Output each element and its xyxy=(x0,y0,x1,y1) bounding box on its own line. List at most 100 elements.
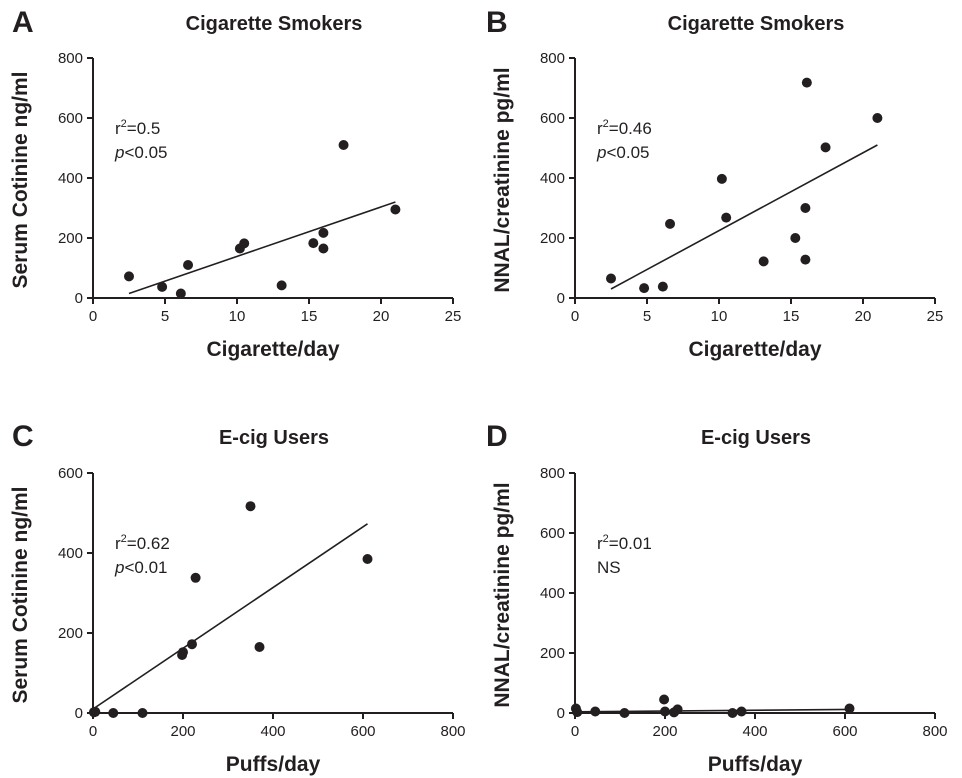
data-point xyxy=(572,707,583,718)
y-tick-label: 400 xyxy=(540,585,565,602)
panel-a: A Cigarette Smokers 0 5 10 15 20 25 0 200 400 600 80… xyxy=(9,6,461,361)
r-superscript: 2 xyxy=(121,118,127,130)
x-axis-title: Cigarette/day xyxy=(688,338,821,361)
panel-b: B Cigarette Smokers 0 5 10 15 20 25 0 200 400 600 80… xyxy=(486,6,943,361)
x-tick-label: 25 xyxy=(445,308,462,325)
data-point xyxy=(639,283,650,294)
data-point xyxy=(820,142,831,153)
y-tick-label: 0 xyxy=(557,705,565,722)
r-symbol: r xyxy=(115,534,121,553)
regression-line xyxy=(574,708,850,713)
x-tick-label: 20 xyxy=(855,308,872,325)
p-symbol: p xyxy=(114,558,124,577)
y-tick-label: 0 xyxy=(75,705,83,722)
data-point xyxy=(590,706,601,717)
data-point xyxy=(90,706,101,717)
x-tick-label: 600 xyxy=(832,723,857,740)
data-point xyxy=(108,708,119,718)
regression-line xyxy=(128,201,396,295)
r-squared-label: r2=0.5 xyxy=(115,118,160,138)
r-superscript: 2 xyxy=(603,118,609,130)
y-tick-label: 800 xyxy=(58,50,83,67)
data-point xyxy=(318,243,329,254)
x-tick-label: 0 xyxy=(571,723,579,740)
x-axis-title: Cigarette/day xyxy=(206,338,339,361)
y-tick-label: 400 xyxy=(58,170,83,187)
y-tick-label: 200 xyxy=(58,230,83,247)
y-tick-label: 600 xyxy=(58,110,83,127)
data-point xyxy=(254,642,265,652)
x-tick-label: 600 xyxy=(350,723,375,740)
x-tick-label: 5 xyxy=(161,308,169,325)
panel-d: D E-cig Users 0 200 400 600 800 0 200 400 600 800 Pu… xyxy=(486,420,948,776)
data-point xyxy=(790,233,801,243)
data-point xyxy=(239,238,250,249)
x-tick-label: 25 xyxy=(927,308,944,325)
p-value: <0.05 xyxy=(124,143,167,162)
data-point xyxy=(390,204,401,215)
p-value-label: p<0.01 xyxy=(114,558,167,577)
r-squared-value: =0.01 xyxy=(609,534,652,553)
data-point xyxy=(800,203,811,213)
p-value-label: p<0.05 xyxy=(596,143,649,162)
y-tick-label: 600 xyxy=(58,465,83,482)
data-point xyxy=(190,572,201,583)
data-point xyxy=(606,273,616,284)
panel-title: E-cig Users xyxy=(219,427,329,449)
data-point xyxy=(124,271,134,282)
data-point xyxy=(716,173,727,184)
x-tick-label: 200 xyxy=(170,723,195,740)
r-superscript: 2 xyxy=(121,533,127,545)
y-tick-label: 200 xyxy=(540,230,565,247)
r-squared-value: =0.46 xyxy=(609,119,652,138)
x-tick-label: 800 xyxy=(922,723,947,740)
panel-title: Cigarette Smokers xyxy=(186,13,363,35)
data-point xyxy=(801,77,812,88)
x-tick-label: 5 xyxy=(643,308,651,325)
y-tick-label: 800 xyxy=(540,50,565,67)
x-tick-label: 0 xyxy=(89,308,97,325)
panel-letter: D xyxy=(486,420,508,453)
data-point xyxy=(308,238,319,249)
x-axis-title: Puffs/day xyxy=(226,753,321,776)
regression-line xyxy=(92,523,368,710)
data-point xyxy=(659,694,670,705)
y-tick-label: 200 xyxy=(540,645,565,662)
p-value: <0.01 xyxy=(124,558,167,577)
p-value-label: NS xyxy=(597,558,621,577)
data-point xyxy=(844,703,855,714)
x-axis-title: Puffs/day xyxy=(708,753,803,776)
y-tick-label: 400 xyxy=(58,545,83,562)
r-squared-label: r2=0.01 xyxy=(597,533,652,553)
y-axis-title: NNAL/creatinine pg/ml xyxy=(491,67,514,292)
panel-letter: A xyxy=(12,6,34,39)
x-tick-label: 0 xyxy=(571,308,579,325)
x-tick-label: 200 xyxy=(652,723,677,740)
y-axis-title: NNAL/creatinine pg/ml xyxy=(491,482,514,707)
x-tick-label: 400 xyxy=(260,723,285,740)
r-squared-value: =0.5 xyxy=(127,119,161,138)
data-point xyxy=(276,280,287,291)
y-tick-label: 0 xyxy=(75,290,83,307)
y-tick-label: 600 xyxy=(540,110,565,127)
data-point xyxy=(800,254,811,265)
x-tick-label: 10 xyxy=(229,308,246,325)
data-point xyxy=(178,647,188,658)
data-point xyxy=(175,288,186,299)
p-symbol: p xyxy=(114,143,124,162)
data-point xyxy=(727,708,738,718)
y-axis-title: Serum Cotinine ng/ml xyxy=(9,71,32,288)
data-point xyxy=(872,113,883,123)
x-tick-label: 20 xyxy=(373,308,390,325)
data-point xyxy=(338,140,349,150)
data-point xyxy=(187,639,197,650)
data-point xyxy=(721,212,732,223)
data-point xyxy=(758,256,769,267)
x-tick-label: 15 xyxy=(783,308,800,325)
y-axis-title: Serum Cotinine ng/ml xyxy=(9,486,32,703)
panel-title: Cigarette Smokers xyxy=(668,13,845,35)
r-squared-value: =0.62 xyxy=(127,534,170,553)
x-tick-label: 10 xyxy=(711,308,728,325)
panel-title: E-cig Users xyxy=(701,427,811,449)
p-value: <0.05 xyxy=(606,143,649,162)
